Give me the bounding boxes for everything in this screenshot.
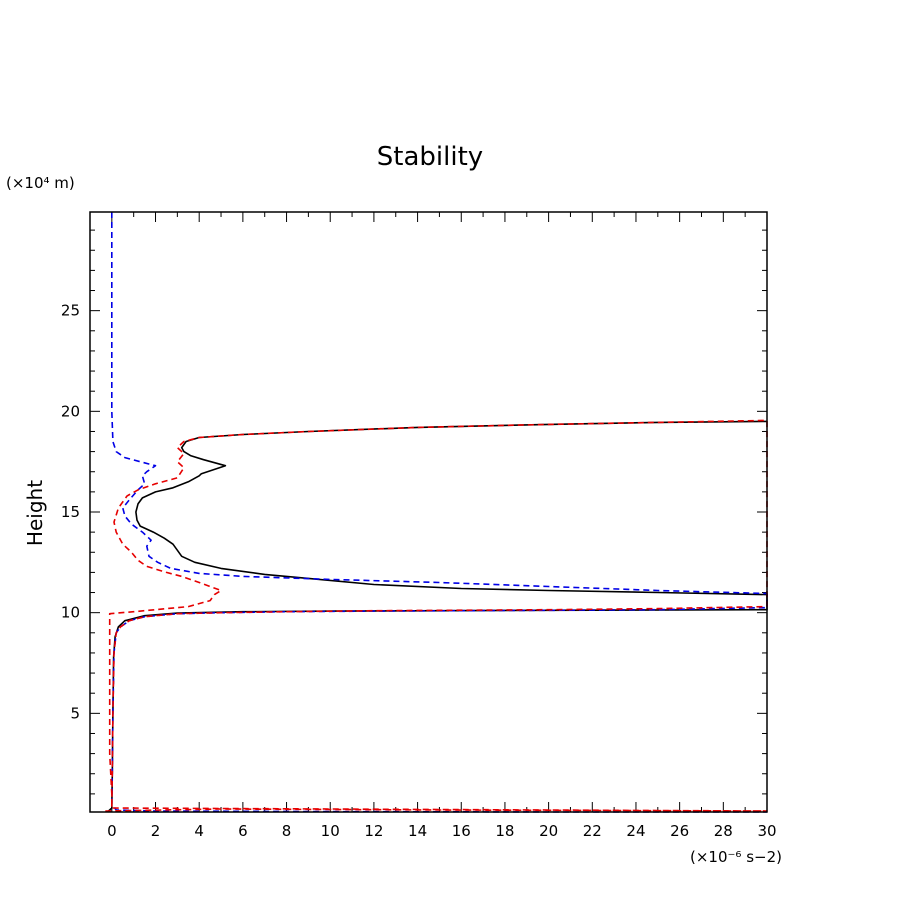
y-tick-label: 10 — [61, 604, 80, 622]
x-tick-label: 20 — [539, 822, 558, 840]
x-tick-label: 14 — [408, 822, 427, 840]
plot-frame — [89, 211, 768, 813]
x-tick-label: 8 — [282, 822, 292, 840]
x-tick-label: 12 — [364, 822, 383, 840]
x-tick-label: 0 — [107, 822, 117, 840]
x-tick-label: 10 — [321, 822, 340, 840]
x-tick-label: 4 — [194, 822, 204, 840]
series-line-2 — [111, 212, 768, 813]
series-line-3 — [105, 419, 768, 812]
x-tick-label: 22 — [583, 822, 602, 840]
x-tick-label: 6 — [238, 822, 248, 840]
x-tick-label: 26 — [670, 822, 689, 840]
y-tick-label: 15 — [61, 503, 80, 521]
series-line-1 — [106, 420, 768, 813]
x-tick-label: 18 — [495, 822, 514, 840]
chart-title: Stability — [377, 142, 483, 172]
x-unit-label: (×10⁻⁶ s−2) — [690, 848, 782, 866]
y-tick-label: 25 — [61, 302, 80, 320]
y-unit-label: (×10⁴ m) — [6, 174, 75, 192]
y-axis-label: Height — [23, 480, 47, 546]
x-tick-label: 16 — [452, 822, 471, 840]
x-tick-label: 2 — [151, 822, 161, 840]
x-tick-label: 28 — [714, 822, 733, 840]
series-layer — [105, 212, 768, 813]
y-tick-label: 20 — [61, 402, 80, 420]
x-tick-label: 24 — [626, 822, 645, 840]
y-tick-label: 5 — [70, 704, 80, 722]
x-tick-label: 30 — [757, 822, 776, 840]
